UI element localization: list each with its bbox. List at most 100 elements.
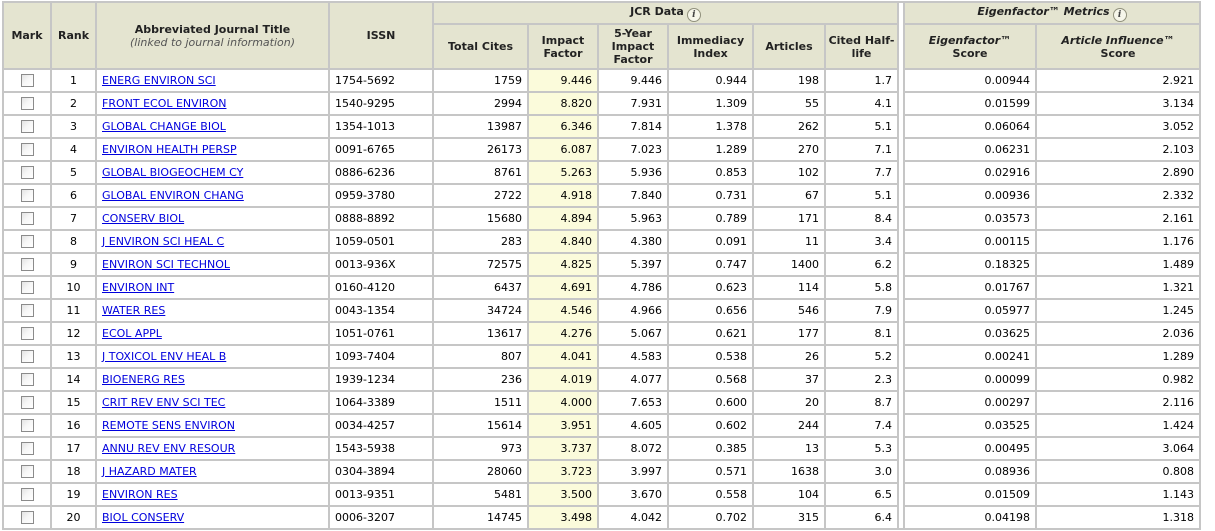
journal-link[interactable]: J ENVIRON SCI HEAL C: [102, 235, 225, 248]
table-row: 3 GLOBAL CHANGE BIOL 1354-1013 13987 6.346 7.…: [4, 116, 1199, 137]
journal-link[interactable]: GLOBAL BIOGEOCHEM CY: [102, 166, 244, 179]
mark-checkbox[interactable]: [20, 465, 34, 479]
articles-cell: 114: [754, 277, 824, 298]
mark-checkbox[interactable]: [20, 166, 34, 180]
journal-link[interactable]: ENVIRON INT: [102, 281, 175, 294]
journal-link[interactable]: ENERG ENVIRON SCI: [102, 74, 216, 87]
eigenfactor-score-cell: 0.00936: [905, 185, 1035, 206]
info-icon[interactable]: i: [686, 7, 701, 22]
table-row: 2 FRONT ECOL ENVIRON 1540-9295 2994 8.820 7.9…: [4, 93, 1199, 114]
mark-checkbox[interactable]: [20, 350, 34, 364]
issn-cell: 0160-4120: [330, 277, 432, 298]
journal-link[interactable]: J TOXICOL ENV HEAL B: [102, 350, 227, 363]
mark-checkbox[interactable]: [20, 373, 34, 387]
table-row: 9 ENVIRON SCI TECHNOL 0013-936X 72575 4.825 5…: [4, 254, 1199, 275]
journal-link[interactable]: ECOL APPL: [102, 327, 162, 340]
mark-checkbox[interactable]: [20, 442, 34, 456]
journal-link[interactable]: FRONT ECOL ENVIRON: [102, 97, 227, 110]
mark-cell: [4, 254, 50, 275]
five-year-impact-factor-cell: 7.814: [599, 116, 667, 137]
eigenfactor-score-cell: 0.00099: [905, 369, 1035, 390]
issn-cell: 0013-936X: [330, 254, 432, 275]
total-cites-cell: 2722: [434, 185, 527, 206]
journal-title-cell: ANNU REV ENV RESOUR: [97, 438, 328, 459]
journal-title-cell: GLOBAL CHANGE BIOL: [97, 116, 328, 137]
issn-cell: 1354-1013: [330, 116, 432, 137]
table-row: 19 ENVIRON RES 0013-9351 5481 3.500 3.670 0.55…: [4, 484, 1199, 505]
column-header-total-cites: Total Cites: [434, 25, 527, 68]
journal-link[interactable]: WATER RES: [102, 304, 166, 317]
mark-cell: [4, 369, 50, 390]
mark-checkbox[interactable]: [20, 143, 34, 157]
mark-checkbox[interactable]: [20, 258, 34, 272]
journal-link[interactable]: CRIT REV ENV SCI TEC: [102, 396, 226, 409]
immediacy-index-cell: 0.600: [669, 392, 752, 413]
rank-cell: 3: [52, 116, 95, 137]
table-row: 17 ANNU REV ENV RESOUR 1543-5938 973 3.737 8.…: [4, 438, 1199, 459]
mark-checkbox[interactable]: [20, 235, 34, 249]
articles-cell: 262: [754, 116, 824, 137]
journal-title-cell: FRONT ECOL ENVIRON: [97, 93, 328, 114]
total-cites-cell: 34724: [434, 300, 527, 321]
issn-cell: 0006-3207: [330, 507, 432, 528]
journal-link[interactable]: BIOENERG RES: [102, 373, 185, 386]
journal-title-cell: J TOXICOL ENV HEAL B: [97, 346, 328, 367]
article-influence-score-cell: 1.318: [1037, 507, 1199, 528]
articles-cell: 270: [754, 139, 824, 160]
articles-cell: 11: [754, 231, 824, 252]
article-influence-score-cell: 2.890: [1037, 162, 1199, 183]
journal-link[interactable]: ENVIRON SCI TECHNOL: [102, 258, 231, 271]
journal-link[interactable]: ENVIRON RES: [102, 488, 178, 501]
info-icon[interactable]: i: [1112, 7, 1127, 22]
cited-half-life-cell: 2.3: [826, 369, 897, 390]
immediacy-index-cell: 0.789: [669, 208, 752, 229]
mark-checkbox[interactable]: [20, 189, 34, 203]
impact-factor-cell: 6.087: [529, 139, 597, 160]
journal-link[interactable]: GLOBAL ENVIRON CHANG: [102, 189, 244, 202]
mark-checkbox[interactable]: [20, 511, 34, 525]
articles-cell: 104: [754, 484, 824, 505]
five-year-impact-factor-cell: 9.446: [599, 70, 667, 91]
article-influence-score-cell: 3.052: [1037, 116, 1199, 137]
eigenfactor-score-cell: 0.06231: [905, 139, 1035, 160]
five-year-impact-factor-cell: 5.936: [599, 162, 667, 183]
immediacy-index-cell: 0.602: [669, 415, 752, 436]
journal-link[interactable]: REMOTE SENS ENVIRON: [102, 419, 236, 432]
rank-cell: 6: [52, 185, 95, 206]
immediacy-index-cell: 0.538: [669, 346, 752, 367]
journal-title-cell: ENVIRON INT: [97, 277, 328, 298]
mark-checkbox[interactable]: [20, 281, 34, 295]
cited-half-life-cell: 8.4: [826, 208, 897, 229]
journal-link[interactable]: BIOL CONSERV: [102, 511, 185, 524]
journal-link[interactable]: GLOBAL CHANGE BIOL: [102, 120, 226, 133]
journal-link[interactable]: J HAZARD MATER: [102, 465, 197, 478]
mark-checkbox[interactable]: [20, 212, 34, 226]
issn-cell: 1939-1234: [330, 369, 432, 390]
impact-factor-cell: 3.500: [529, 484, 597, 505]
mark-checkbox[interactable]: [20, 120, 34, 134]
column-header-articles: Articles: [754, 25, 824, 68]
journal-title-cell: WATER RES: [97, 300, 328, 321]
journal-link[interactable]: ENVIRON HEALTH PERSP: [102, 143, 237, 156]
rank-cell: 16: [52, 415, 95, 436]
mark-checkbox[interactable]: [20, 488, 34, 502]
mark-checkbox[interactable]: [20, 327, 34, 341]
journal-link[interactable]: CONSERV BIOL: [102, 212, 185, 225]
table-row: 16 REMOTE SENS ENVIRON 0034-4257 15614 3.951…: [4, 415, 1199, 436]
mark-checkbox[interactable]: [20, 97, 34, 111]
journal-link[interactable]: ANNU REV ENV RESOUR: [102, 442, 236, 455]
impact-factor-cell: 4.918: [529, 185, 597, 206]
table-row: 1 ENERG ENVIRON SCI 1754-5692 1759 9.446 9.44…: [4, 70, 1199, 91]
journal-title-cell: ENVIRON SCI TECHNOL: [97, 254, 328, 275]
issn-cell: 0091-6765: [330, 139, 432, 160]
immediacy-index-cell: 0.853: [669, 162, 752, 183]
mark-checkbox[interactable]: [20, 396, 34, 410]
mark-checkbox[interactable]: [20, 74, 34, 88]
mark-checkbox[interactable]: [20, 304, 34, 318]
total-cites-cell: 13617: [434, 323, 527, 344]
mark-cell: [4, 139, 50, 160]
eigenfactor-score-cell: 0.02916: [905, 162, 1035, 183]
group-header-jcr-data: JCR Data i: [434, 3, 897, 23]
impact-factor-cell: 9.446: [529, 70, 597, 91]
mark-checkbox[interactable]: [20, 419, 34, 433]
